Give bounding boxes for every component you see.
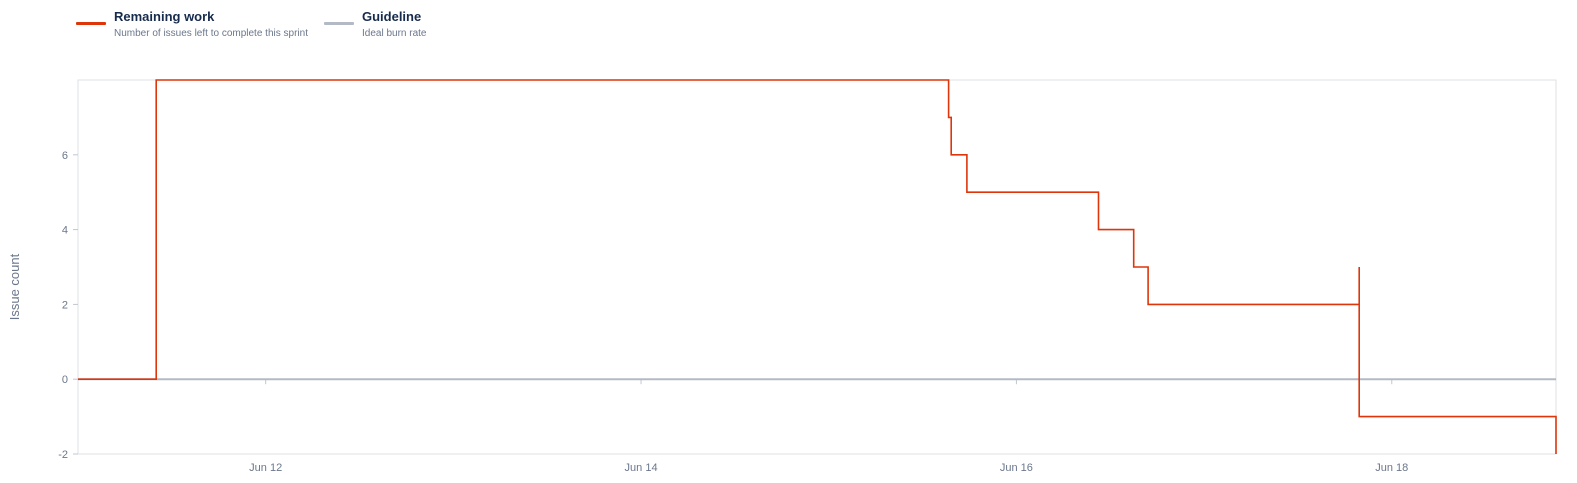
legend-title-guideline: Guideline [361, 9, 422, 24]
x-tick-label: Jun 18 [1375, 462, 1408, 474]
legend-item-guideline[interactable]: Guideline Ideal burn rate [323, 8, 427, 39]
series-line-remaining-work [78, 79, 1557, 454]
legend-swatch-remaining-work [76, 22, 106, 25]
legend-title-remaining-work: Remaining work [114, 9, 215, 24]
y-tick-label: 6 [62, 150, 68, 162]
y-axis-title: Issue count [7, 253, 22, 320]
x-tick-label: Jun 16 [1000, 462, 1033, 474]
legend-swatch-guideline [323, 22, 354, 25]
y-axis: -2 0 2 4 6 [58, 150, 78, 461]
y-tick-label: 0 [62, 374, 68, 386]
y-tick-label: 4 [62, 225, 68, 237]
x-tick-label: Jun 14 [625, 462, 658, 474]
legend-description-remaining-work: Number of issues left to complete this s… [114, 27, 308, 39]
legend-item-remaining-work[interactable]: Remaining work Number of issues left to … [76, 8, 308, 39]
series-layer [78, 79, 1557, 454]
y-tick-label: -2 [58, 449, 68, 461]
x-tick-label: Jun 12 [249, 462, 282, 474]
y-tick-label: 2 [62, 299, 68, 311]
legend-description-guideline: Ideal burn rate [361, 27, 427, 39]
chart-legend: Remaining work Number of issues left to … [76, 8, 426, 39]
plot-area [77, 79, 1557, 455]
